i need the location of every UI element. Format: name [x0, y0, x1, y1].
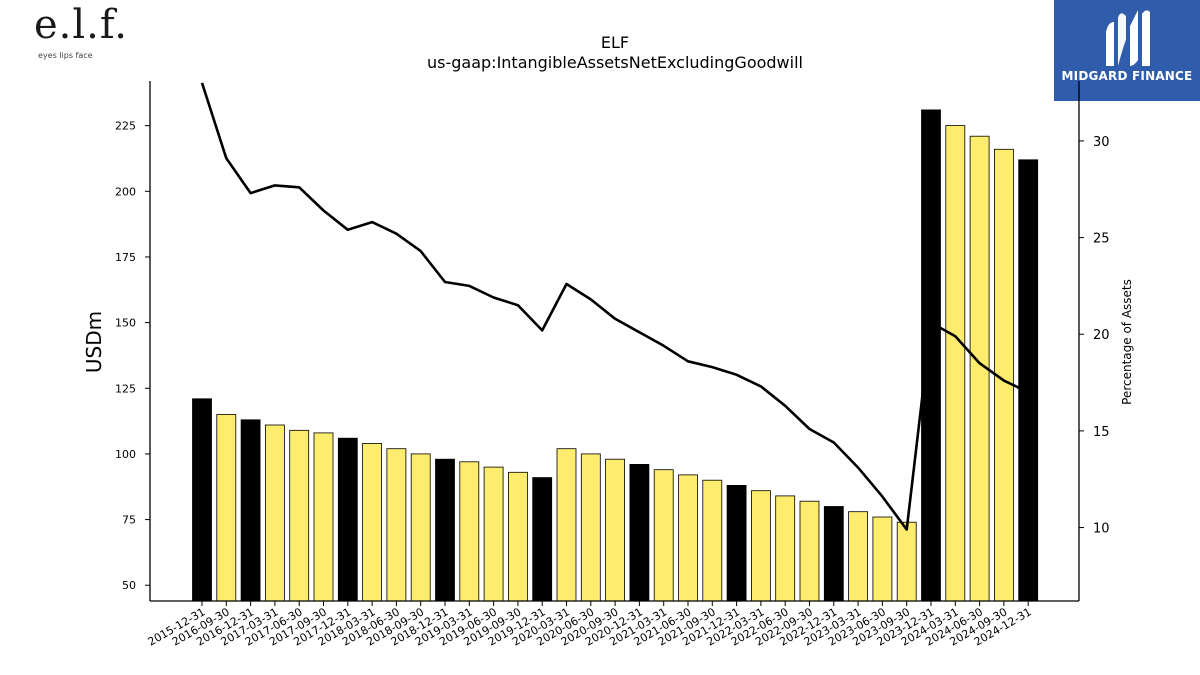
y-tick-label: 175 — [115, 251, 136, 264]
line-series — [200, 82, 1029, 531]
bar-2023-09-30 — [896, 521, 917, 602]
chart-title: ELF — [600, 33, 630, 52]
midgard-finance-label: MIDGARD FINANCE — [1061, 69, 1193, 83]
y2-tick-label: 30 — [1093, 135, 1110, 150]
bar-2015-12-31 — [192, 398, 212, 602]
bar-2022-06-30 — [775, 495, 796, 602]
bar-2019-12-31 — [532, 477, 553, 602]
y2-tick-label: 25 — [1093, 232, 1110, 247]
bar-2018-06-30 — [386, 448, 407, 602]
bar-2021-12-31 — [726, 484, 747, 602]
y-axis-label: USDm — [82, 311, 106, 373]
y-tick-label: 125 — [115, 382, 136, 395]
axes: 507510012515017520022510152025302015-12-… — [115, 81, 1110, 649]
midgard-finance-logo: MIDGARD FINANCE — [1054, 0, 1200, 101]
elf-logo: e.l.f. eyes lips face — [22, 2, 127, 64]
bar-2022-12-31 — [823, 506, 844, 602]
bar-2019-03-31 — [459, 461, 480, 602]
y-tick-label: 150 — [115, 317, 136, 330]
y-tick-label: 75 — [122, 514, 136, 527]
bar-2021-09-30 — [702, 479, 723, 602]
elf-logo-wordmark: e.l.f. — [34, 2, 128, 48]
bar-2018-09-30 — [410, 453, 431, 602]
y-tick-label: 200 — [115, 185, 136, 198]
percentage-of-assets-line — [200, 82, 1029, 531]
bar-2018-03-31 — [362, 442, 383, 602]
bar-2019-09-30 — [507, 471, 528, 602]
elf-logo-tagline: eyes lips face — [38, 51, 93, 60]
bar-2024-12-31 — [1018, 159, 1039, 602]
bar-2017-03-31 — [264, 424, 285, 602]
bar-2016-12-31 — [240, 419, 261, 602]
bar-2021-06-30 — [678, 474, 698, 602]
y-tick-label: 50 — [122, 579, 136, 592]
midgard-finance-emblem-icon — [1106, 10, 1150, 66]
bar-2023-12-31 — [921, 109, 941, 602]
bar-2020-12-31 — [629, 463, 650, 602]
y-tick-label: 100 — [115, 448, 136, 461]
bar-2022-03-31 — [751, 490, 771, 602]
y2-tick-label: 20 — [1093, 328, 1110, 343]
bar-2017-12-31 — [337, 437, 358, 602]
bar-2020-09-30 — [605, 458, 625, 602]
bar-2016-09-30 — [216, 414, 237, 602]
bar-2023-03-31 — [848, 511, 868, 602]
bar-2017-06-30 — [289, 429, 310, 602]
y2-tick-label: 15 — [1093, 425, 1110, 440]
y2-tick-label: 10 — [1093, 522, 1110, 537]
bar-2021-03-31 — [653, 469, 674, 602]
chart-subtitle: us-gaap:IntangibleAssetsNetExcludingGood… — [427, 53, 803, 72]
bar-2022-09-30 — [799, 500, 820, 602]
y2-axis-label: Percentage of Assets — [1120, 279, 1134, 405]
bar-2020-06-30 — [580, 453, 601, 602]
bar-2019-06-30 — [483, 466, 504, 602]
bar-2023-06-30 — [872, 516, 893, 602]
bar-series — [192, 109, 1039, 602]
bar-2020-03-31 — [556, 448, 577, 602]
bar-2024-03-31 — [945, 125, 966, 602]
bar-2018-12-31 — [435, 458, 455, 602]
bar-2017-09-30 — [313, 432, 334, 602]
y-tick-label: 225 — [115, 120, 136, 133]
